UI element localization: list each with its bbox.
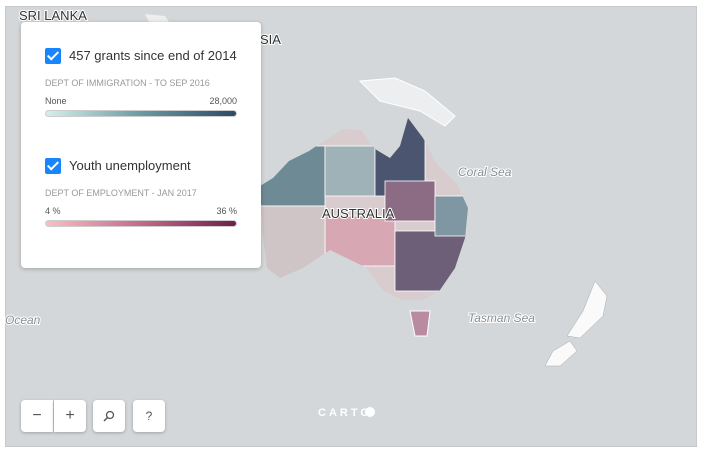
search[interactable]	[93, 400, 125, 432]
color-ramp	[45, 220, 237, 227]
region	[434, 195, 468, 237]
help[interactable]: ?	[133, 400, 165, 432]
layer-source: DEPT OF EMPLOYMENT - JAN 2017	[45, 188, 197, 198]
land-png	[358, 77, 456, 127]
region	[409, 310, 431, 337]
layer-title: 457 grants since end of 2014	[69, 48, 237, 63]
sea-label: Ocean	[5, 313, 41, 327]
land-nz	[544, 280, 608, 367]
range-max: 36 %	[216, 206, 237, 216]
region	[324, 145, 376, 197]
map-label: SIA	[260, 32, 281, 47]
layer-source: DEPT OF IMMIGRATION - TO SEP 2016	[45, 78, 210, 88]
range-min: None	[45, 96, 67, 106]
map-label: AUSTRALIA	[322, 206, 395, 221]
range-min: 4 %	[45, 206, 61, 216]
map-label: SRI LANKA	[19, 8, 87, 23]
sea-label: Tasman Sea	[468, 311, 535, 325]
search-icon	[103, 410, 115, 422]
zoom-out[interactable]: −	[21, 400, 53, 432]
checkbox[interactable]	[45, 48, 61, 64]
sea-label: Coral Sea	[458, 165, 512, 179]
attribution-dot	[365, 407, 375, 417]
layer-title: Youth unemployment	[69, 158, 191, 173]
checkbox[interactable]	[45, 158, 61, 174]
range-max: 28,000	[209, 96, 237, 106]
color-ramp	[45, 110, 237, 117]
zoom-in[interactable]: +	[54, 400, 86, 432]
attribution[interactable]: CARTO	[318, 407, 372, 419]
legend: 457 grants since end of 2014 DEPT OF IMM…	[21, 22, 261, 268]
